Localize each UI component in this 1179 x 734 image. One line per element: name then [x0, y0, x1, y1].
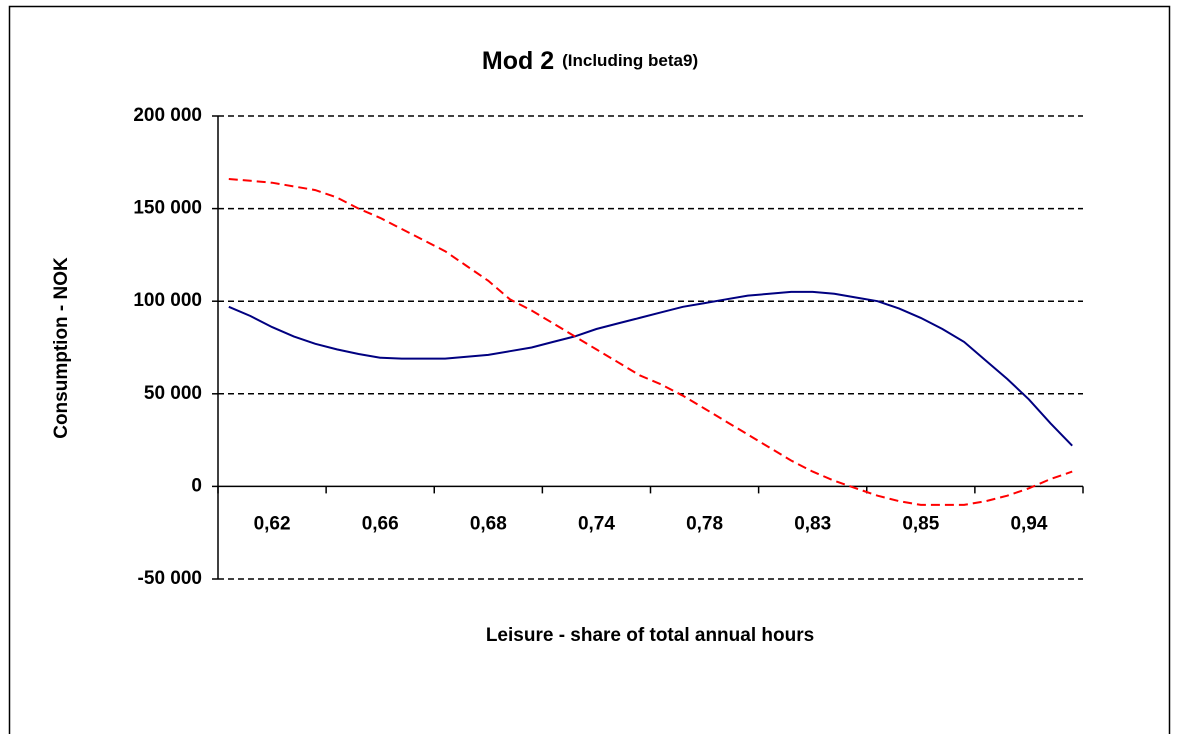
y-tick-label: 50 000: [144, 383, 202, 404]
x-tick-label: 0,66: [362, 513, 399, 534]
series-line: [228, 178, 1073, 506]
x-tick-label: 0,74: [578, 513, 615, 534]
y-tick-label: 0: [191, 475, 202, 496]
chart-subtitle: (Including beta9): [562, 51, 698, 70]
y-tick-label: 200 000: [133, 105, 202, 126]
chart-title-group: Mod 2 (Including beta9): [482, 47, 698, 75]
chart-title: Mod 2: [482, 47, 554, 75]
y-tick-label: 100 000: [133, 290, 202, 311]
x-tick-label: 0,85: [902, 513, 939, 534]
y-tick-label: 150 000: [133, 198, 202, 219]
chart-frame: [8, 5, 1171, 734]
x-axis-title: Leisure - share of total annual hours: [486, 625, 814, 646]
x-tick-label: 0,62: [254, 513, 291, 534]
series-line: [228, 290, 1073, 447]
y-tick-label: -50 000: [138, 568, 202, 589]
y-axis-title: Consumption - NOK: [51, 257, 72, 439]
x-tick-label: 0,94: [1010, 513, 1047, 534]
x-tick-label: 0,83: [794, 513, 831, 534]
x-tick-label: 0,78: [686, 513, 723, 534]
x-tick-label: 0,68: [470, 513, 507, 534]
